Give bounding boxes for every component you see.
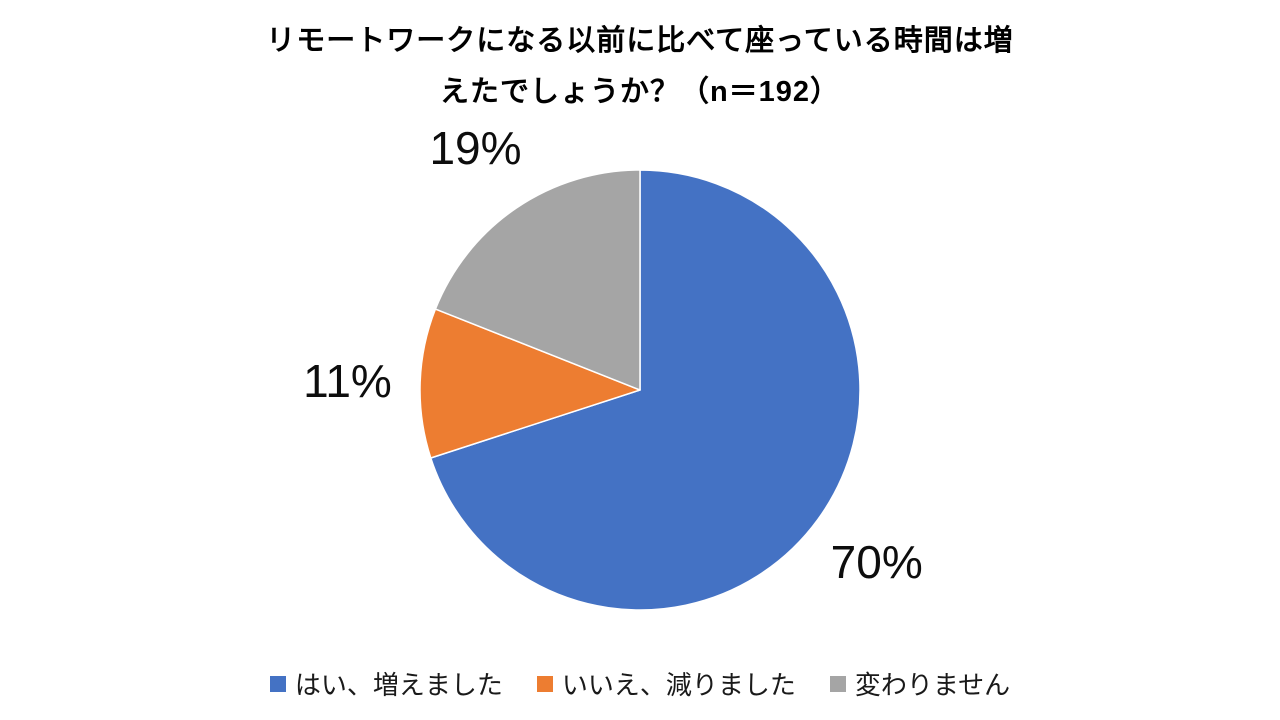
- chart-title-line1: リモートワークになる以前に比べて座っている時間は増: [266, 25, 1014, 57]
- legend-item: はい、増えました: [269, 665, 503, 702]
- legend-item: 変わりません: [829, 665, 1011, 702]
- pie-percent-label-1: 11%: [303, 355, 392, 407]
- pie-chart: 70% 11% 19%: [303, 122, 923, 611]
- pie-percent-label-0: 70%: [831, 536, 923, 588]
- pie-slice-2: [434, 169, 641, 391]
- chart-title-line2: えたでしょうか？（n＝192）: [439, 75, 841, 108]
- legend-swatch: [829, 675, 846, 692]
- legend-item: いいえ、減りました: [536, 665, 796, 702]
- chart-title: リモートワークになる以前に比べて座っている時間は増 えたでしょうか？（n＝192…: [0, 16, 1280, 118]
- legend-label: 変わりません: [854, 670, 1011, 700]
- chart-legend: はい、増えました いいえ、減りました 変わりません: [0, 665, 1280, 702]
- pie-slice-0: [430, 169, 861, 611]
- legend-label: いいえ、減りました: [561, 670, 796, 700]
- legend-label: はい、増えました: [294, 670, 503, 700]
- legend-swatch: [269, 675, 286, 692]
- pie-percent-label-2: 19%: [429, 122, 521, 174]
- legend-swatch: [536, 675, 553, 692]
- pie-slice-1: [419, 308, 641, 459]
